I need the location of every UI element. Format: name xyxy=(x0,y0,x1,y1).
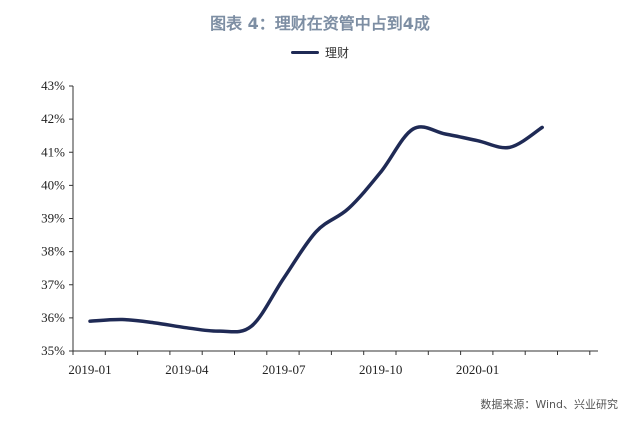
y-tick-label: 38% xyxy=(41,244,65,259)
source-note: 数据来源：Wind、兴业研究 xyxy=(480,398,618,411)
x-tick-label: 2019-07 xyxy=(262,362,306,377)
x-tick-label: 2019-01 xyxy=(68,362,111,377)
legend-line-swatch xyxy=(290,51,319,54)
y-tick-label: 42% xyxy=(41,111,65,126)
x-tick-label: 2019-04 xyxy=(165,362,209,377)
legend-label: 理财 xyxy=(324,46,349,60)
y-tick-label: 39% xyxy=(41,211,65,226)
series-line-licai xyxy=(88,125,544,334)
y-tick-label: 37% xyxy=(41,277,65,292)
y-tick-label: 41% xyxy=(41,144,65,159)
y-tick-label: 43% xyxy=(41,78,65,93)
x-tick-label: 2020-01 xyxy=(456,362,499,377)
x-tick-label: 2019-10 xyxy=(359,362,402,377)
y-tick-label: 36% xyxy=(41,310,65,325)
chart-title: 图表 4：理财在资管中占到4成 xyxy=(210,14,430,33)
y-tick-label: 40% xyxy=(41,177,65,192)
legend: 理财 xyxy=(0,44,640,61)
y-tick-label: 35% xyxy=(41,343,65,358)
